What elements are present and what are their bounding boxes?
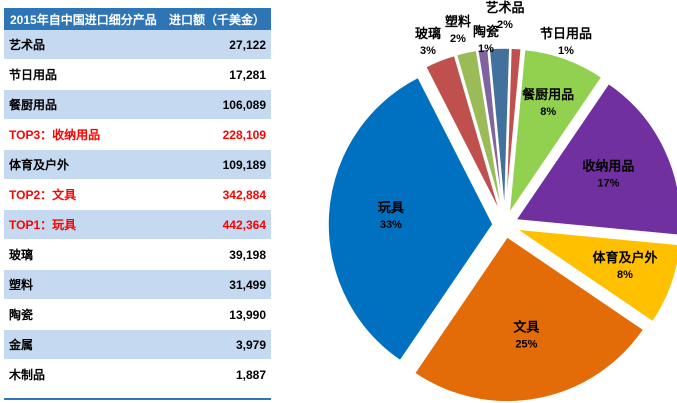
header-product: 2015年自中国进口细分产品 bbox=[10, 12, 157, 27]
row-label: TOP2：文具 bbox=[9, 188, 77, 202]
pie-slice bbox=[413, 235, 645, 403]
row-value: 228,109 bbox=[222, 127, 266, 142]
header-amount: 进口额（千美金） bbox=[168, 12, 265, 27]
table-row: 体育及户外 109,189 bbox=[4, 150, 271, 180]
row-value: 109,189 bbox=[222, 157, 266, 172]
row-label: 塑料 bbox=[9, 278, 34, 292]
pie-slice bbox=[455, 49, 504, 214]
table-row: 木制品 1,887 bbox=[4, 360, 271, 390]
table-row: TOP2：文具 342,884 bbox=[4, 180, 271, 210]
slice-percent-label: 8% bbox=[540, 106, 556, 118]
row-value: 1,887 bbox=[235, 367, 266, 382]
row-label: 金属 bbox=[9, 338, 34, 352]
table-row: 塑料 31,499 bbox=[4, 270, 271, 300]
row-label: TOP1：玩具 bbox=[9, 218, 77, 232]
slice-percent-label: 8% bbox=[617, 269, 633, 281]
pie-slice bbox=[505, 47, 523, 214]
slice-name-label: 陶瓷 bbox=[473, 24, 499, 39]
table-body: 艺术品 27,122 节日用品 17,281 餐厨用品 106,089 TOP3：收纳用品 2… bbox=[4, 30, 271, 390]
row-label: 艺术品 bbox=[9, 38, 46, 52]
slice-percent-label: 17% bbox=[597, 177, 619, 189]
slice-name-label: 玩具 bbox=[378, 200, 404, 215]
table-row: 节日用品 17,281 bbox=[4, 60, 271, 90]
pie-slice bbox=[476, 48, 505, 214]
slice-percent-label: 1% bbox=[478, 43, 494, 55]
row-value: 31,499 bbox=[229, 277, 266, 292]
row-label: 餐厨用品 bbox=[9, 98, 58, 112]
slice-name-label: 文具 bbox=[513, 319, 539, 334]
row-label: 木制品 bbox=[9, 368, 46, 382]
pie-slice bbox=[488, 47, 511, 214]
slice-name-label: 节日用品 bbox=[540, 26, 592, 41]
table-row: TOP1：玩具 442,364 bbox=[4, 210, 271, 240]
row-label: 节日用品 bbox=[9, 68, 58, 82]
row-value: 106,089 bbox=[222, 97, 266, 112]
pie-slice bbox=[508, 48, 603, 215]
slice-name-label: 艺术品 bbox=[485, 0, 524, 15]
row-value: 27,122 bbox=[229, 37, 266, 52]
slice-percent-label: 2% bbox=[450, 33, 466, 45]
table-bottom-border bbox=[4, 398, 271, 400]
row-label: 陶瓷 bbox=[9, 308, 34, 322]
slice-percent-label: 2% bbox=[497, 19, 513, 31]
table-row: TOP3：收纳用品 228,109 bbox=[4, 120, 271, 150]
pie-slice bbox=[515, 228, 677, 323]
table-row: 艺术品 27,122 bbox=[4, 30, 271, 60]
row-label: 玻璃 bbox=[9, 248, 34, 262]
row-label: 体育及户外 bbox=[9, 158, 70, 172]
pie-slice bbox=[424, 54, 502, 215]
row-value: 17,281 bbox=[229, 67, 266, 82]
slice-percent-label: 25% bbox=[515, 338, 537, 350]
pie-slice bbox=[514, 82, 677, 236]
table-row: 陶瓷 13,990 bbox=[4, 300, 271, 330]
slice-name-label: 体育及户外 bbox=[592, 250, 657, 265]
slice-name-label: 玻璃 bbox=[415, 26, 441, 41]
table-row: 玻璃 39,198 bbox=[4, 240, 271, 270]
import-table: 2015年自中国进口细分产品 进口额（千美金） 艺术品 27,122 节日用品 17,… bbox=[4, 8, 271, 390]
slice-percent-label: 3% bbox=[420, 45, 436, 57]
table-header: 2015年自中国进口细分产品 进口额（千美金） bbox=[4, 8, 271, 30]
slice-percent-label: 33% bbox=[380, 219, 402, 231]
slice-name-label: 塑料 bbox=[445, 14, 471, 29]
row-value: 13,990 bbox=[229, 307, 266, 322]
row-value: 442,364 bbox=[222, 217, 266, 232]
row-value: 39,198 bbox=[229, 247, 266, 262]
slice-percent-label: 1% bbox=[558, 45, 574, 57]
row-label: TOP3：收纳用品 bbox=[9, 128, 101, 142]
slice-name-label: 餐厨用品 bbox=[521, 87, 574, 102]
pie-slice bbox=[327, 76, 494, 362]
table-row: 餐厨用品 106,089 bbox=[4, 90, 271, 120]
row-value: 3,979 bbox=[235, 337, 266, 352]
table-row: 金属 3,979 bbox=[4, 330, 271, 360]
row-value: 342,884 bbox=[222, 187, 266, 202]
slice-name-label: 收纳用品 bbox=[582, 158, 634, 173]
